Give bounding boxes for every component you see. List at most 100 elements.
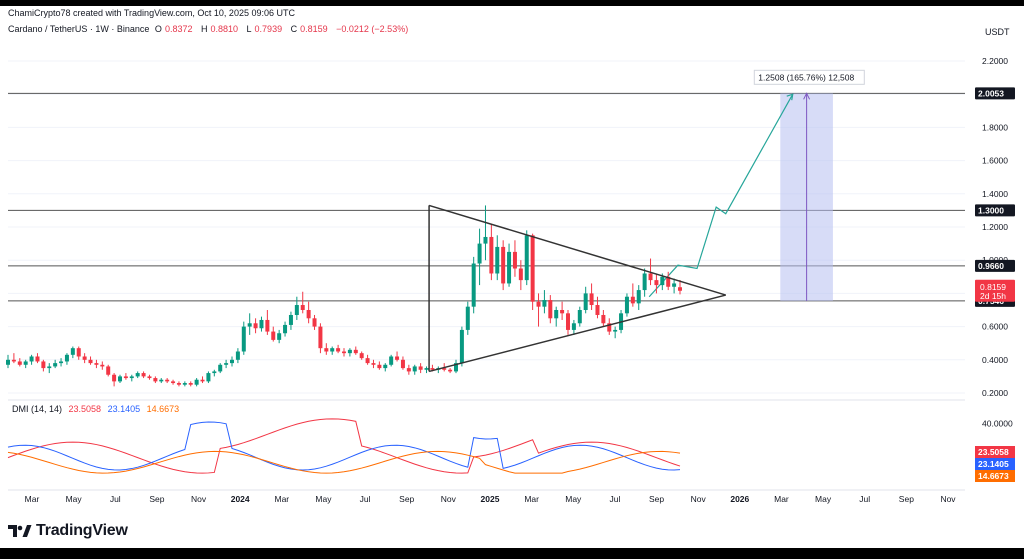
candle-body (17, 361, 22, 365)
time-tick: May (815, 494, 832, 504)
candle-body (200, 379, 205, 382)
candle-body (123, 376, 128, 379)
price-axis: 2.20002.00001.80001.60001.40001.20001.00… (975, 56, 1015, 398)
candle-body (100, 364, 105, 367)
candle-body (64, 354, 69, 362)
candle-body (495, 246, 500, 274)
price-tick: 1.6000 (982, 156, 1008, 166)
candle-body (171, 381, 176, 384)
dmi-value-tag (975, 470, 1015, 482)
candle-body (159, 379, 164, 382)
price-tick: 2.2000 (982, 56, 1008, 66)
candle-body (82, 356, 87, 360)
countdown-label: 2d 15h (980, 291, 1006, 301)
time-tick: Nov (191, 494, 207, 504)
candle-body (583, 293, 588, 310)
candle-body (418, 366, 423, 370)
currency-label[interactable]: USDT (985, 27, 1010, 37)
candle-body (188, 383, 193, 385)
triangle-upper-line (428, 204, 726, 296)
candle-body (395, 356, 400, 360)
candle-body (300, 305, 305, 310)
candle-body (412, 366, 417, 372)
candle-body (648, 273, 653, 281)
level-tag (975, 259, 1015, 272)
level-tag-label: 0.9660 (978, 261, 1004, 271)
candle-body (536, 301, 541, 307)
dmi-minus-value: 23.1405 (107, 404, 141, 414)
time-tick: Mar (524, 494, 539, 504)
dmi-line (7, 418, 681, 474)
candle-body (560, 310, 565, 314)
candle-body (165, 379, 170, 382)
candle-body (400, 359, 405, 369)
candle-body (477, 243, 482, 264)
open-label: O (154, 24, 162, 34)
time-tick: Mar (25, 494, 40, 504)
dmi-line (7, 421, 681, 471)
candle-body (112, 374, 117, 382)
candle-body (577, 310, 582, 324)
candle-body (330, 348, 335, 352)
time-tick: Nov (940, 494, 956, 504)
price-tick: 0.6000 (982, 322, 1008, 332)
time-tick: 2024 (231, 494, 250, 504)
candle-body (489, 236, 494, 274)
candle-body (613, 329, 618, 332)
projection-path (648, 93, 794, 298)
candle-body (365, 358, 370, 364)
top-edge-bar (0, 0, 1024, 6)
candle-body (454, 363, 458, 372)
time-axis: Mar May Jul Sep Nov 2024 Mar May Jul Sep Nov 2025 Ma… (8, 489, 965, 504)
time-tick: May (565, 494, 582, 504)
dmi-value-tag-label: 23.1405 (978, 459, 1009, 469)
candle-body (548, 300, 553, 319)
candle-body (465, 306, 470, 330)
time-tick: 2026 (730, 494, 749, 504)
current-price-label: 0.8159 (980, 282, 1006, 292)
time-tick: Sep (649, 494, 664, 504)
tradingview-logo[interactable]: TradingView (8, 522, 128, 540)
candle-body (47, 366, 52, 369)
candle-body (11, 359, 16, 362)
candle-body (542, 300, 547, 307)
candle-body (88, 359, 93, 364)
candle-body (571, 323, 576, 330)
candle-body (288, 314, 293, 325)
candle-body (554, 310, 559, 319)
dmi-value-tag (975, 458, 1015, 470)
candle-body (512, 251, 517, 269)
high-label: H (200, 24, 208, 34)
symbol-label[interactable]: Cardano / TetherUS · 1W · Binance (8, 24, 150, 34)
level-tag-label: 1.3000 (978, 205, 1004, 215)
candle-body (35, 356, 40, 362)
level-tag (975, 87, 1015, 100)
time-tick: Jul (609, 494, 620, 504)
dmi-legend: DMI (14, 14) 23.5058 23.1405 14.6673 (12, 404, 183, 414)
candle-body (253, 323, 258, 329)
dmi-line (7, 450, 681, 474)
price-tick: 1.8000 (982, 122, 1008, 132)
candle-body (471, 263, 476, 307)
measure-label-box (753, 69, 865, 85)
candle-body (53, 363, 58, 367)
candlesticks (6, 205, 682, 387)
candle-body (135, 373, 140, 377)
candle-body (106, 366, 111, 375)
candle-body (59, 361, 64, 364)
candle-body (129, 376, 134, 379)
candle-body (589, 293, 594, 306)
candle-body (118, 376, 122, 382)
time-tick: Mar (274, 494, 289, 504)
candle-body (678, 287, 682, 291)
candle-body (660, 276, 665, 286)
time-tick: Sep (399, 494, 414, 504)
adx-value: 14.6673 (146, 404, 180, 414)
dmi-title[interactable]: DMI (14, 14) (12, 404, 63, 414)
level-tag (975, 204, 1015, 217)
candle-body (23, 361, 28, 365)
candle-body (76, 348, 81, 357)
candle-body (448, 369, 453, 372)
candle-body (654, 280, 659, 286)
